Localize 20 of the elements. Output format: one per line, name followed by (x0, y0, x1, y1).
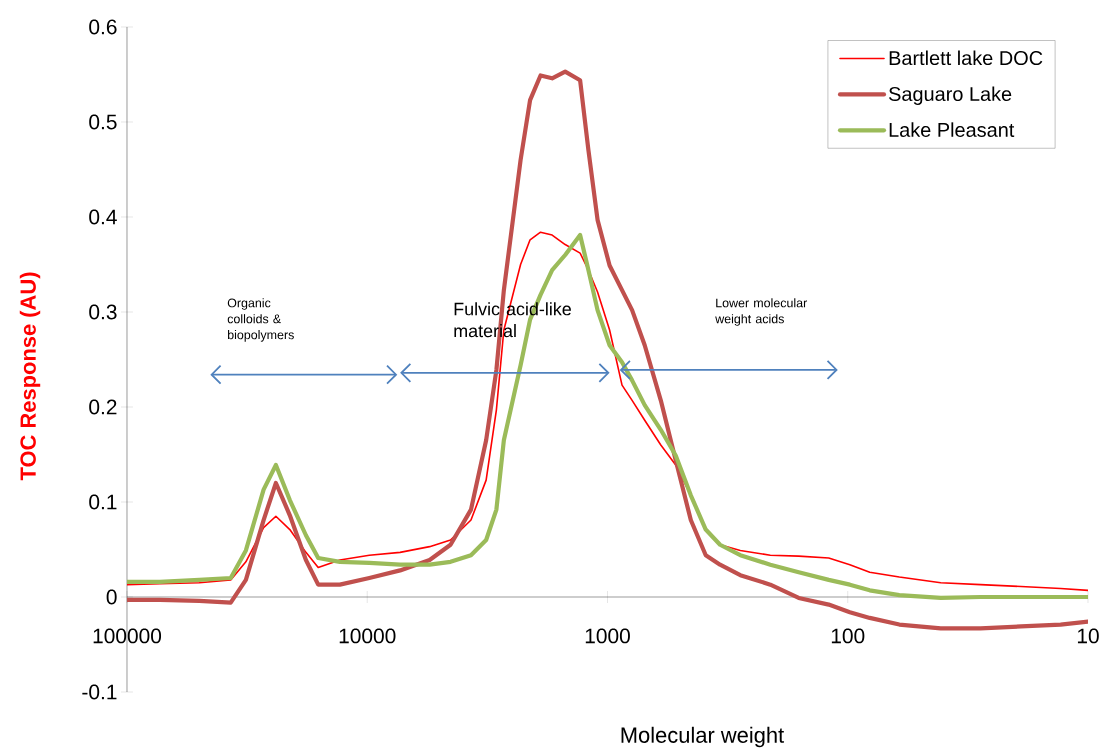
legend-label: Bartlett lake DOC (889, 50, 1043, 66)
x-tick-label: 100 (831, 628, 865, 644)
x-tick-label: 100000 (93, 628, 162, 644)
legend-label: Saguaro Lake (889, 86, 1012, 105)
x-axis-title: Molecular weight (621, 726, 785, 748)
x-tick-label: 10 (1077, 628, 1099, 644)
y-tick-label: 0.6 (89, 19, 117, 35)
y-tick-label: -0.1 (82, 684, 117, 700)
x-tick-label: 10000 (339, 628, 396, 644)
y-tick-label: 0.2 (89, 399, 117, 415)
x-tick-label: 1000 (585, 628, 630, 644)
annotation: Organic colloids & biopolymers (227, 298, 294, 342)
legend-label: Lake Pleasant (889, 122, 1015, 137)
y-tick-label: 0.1 (89, 494, 117, 510)
annotation: Lower molecular weight acids (715, 298, 808, 326)
y-tick-label: 0.5 (89, 114, 117, 130)
y-axis-title: TOC Response (AU) (19, 272, 41, 481)
y-tick-label: 0.3 (89, 304, 117, 320)
y-tick-label: 0 (106, 589, 117, 605)
y-tick-label: 0.4 (89, 209, 117, 225)
